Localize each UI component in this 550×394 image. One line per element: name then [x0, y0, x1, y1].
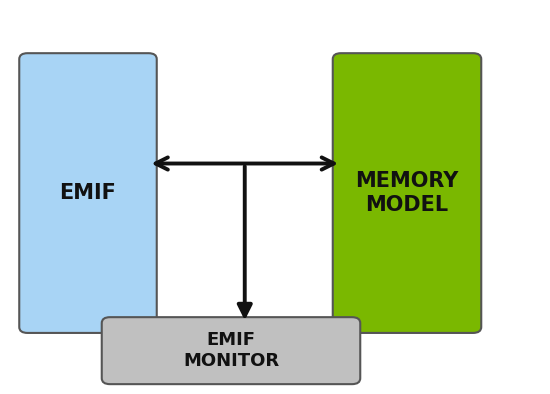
Text: EMIF: EMIF: [59, 183, 117, 203]
FancyBboxPatch shape: [19, 53, 157, 333]
FancyBboxPatch shape: [102, 317, 360, 384]
Text: MEMORY
MODEL: MEMORY MODEL: [355, 171, 459, 215]
FancyBboxPatch shape: [333, 53, 481, 333]
Text: EMIF
MONITOR: EMIF MONITOR: [183, 331, 279, 370]
